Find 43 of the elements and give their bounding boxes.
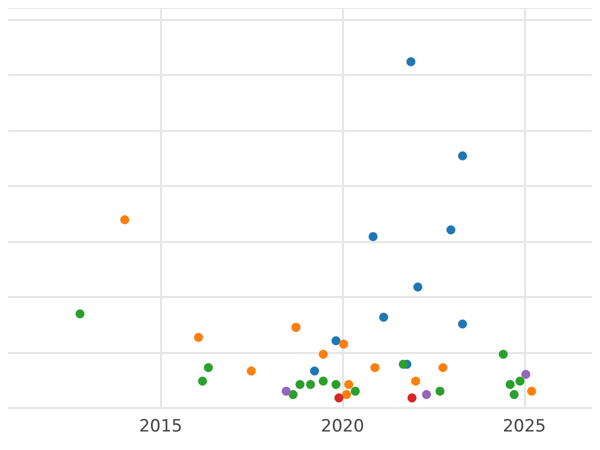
x-tick-label: 2020 (320, 416, 364, 436)
point (120, 215, 130, 224)
point (334, 393, 344, 402)
point (446, 225, 456, 234)
point (306, 380, 316, 389)
x-tick-label: 2015 (139, 416, 182, 436)
point (521, 370, 530, 379)
x-tick-label: 2025 (502, 416, 546, 436)
point (406, 57, 416, 66)
point (527, 386, 536, 396)
point (318, 376, 328, 386)
point (288, 390, 298, 400)
point (310, 366, 320, 376)
point (296, 380, 304, 389)
point (318, 350, 328, 359)
point (204, 363, 213, 372)
point (436, 386, 444, 396)
point (332, 380, 340, 389)
point (342, 390, 352, 400)
point (370, 363, 380, 372)
point (379, 312, 388, 322)
point (498, 350, 508, 359)
point (194, 332, 204, 342)
point (458, 151, 468, 160)
point (350, 386, 360, 396)
point (413, 282, 422, 292)
point (332, 336, 340, 346)
point (282, 386, 291, 396)
point (344, 380, 354, 389)
point (398, 360, 408, 369)
point (438, 363, 448, 372)
point (408, 393, 416, 402)
point (198, 376, 208, 386)
point (458, 319, 468, 328)
point (411, 376, 420, 386)
point (516, 376, 524, 386)
point (246, 366, 256, 376)
point (510, 390, 519, 400)
point (422, 390, 432, 400)
point (506, 380, 515, 389)
point (339, 340, 348, 349)
point (368, 232, 378, 242)
point (76, 309, 84, 318)
